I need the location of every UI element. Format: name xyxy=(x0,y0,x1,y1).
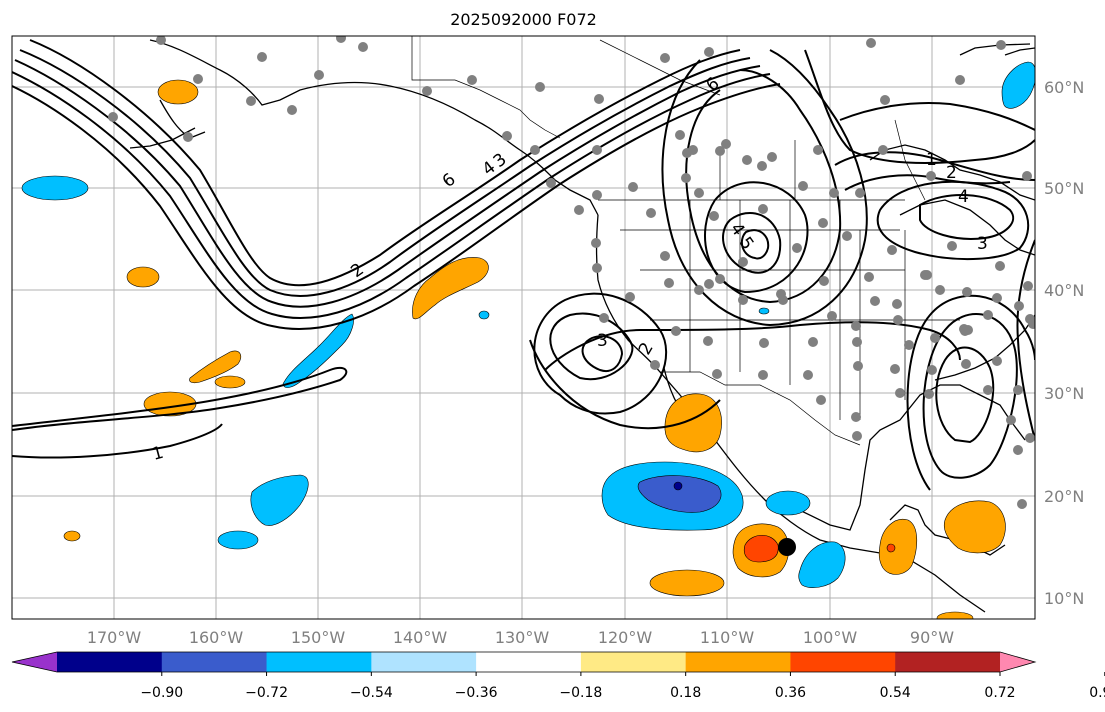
borders xyxy=(411,36,960,446)
contour-lines xyxy=(12,39,1035,491)
contour-label: 3 xyxy=(597,331,608,351)
lat-tick-label: 50°N xyxy=(1044,179,1084,198)
station-markers xyxy=(108,36,1035,509)
lon-tick-label: 130°W xyxy=(495,628,550,647)
colorbar-segment xyxy=(476,652,582,672)
map-layer: 6 4 3 2 1 6 5 4 3 2 1 2 4 3 xyxy=(12,36,1035,619)
lat-tick-label: 60°N xyxy=(1044,78,1084,97)
colorbar-outline xyxy=(11,651,1037,673)
colorbar-segment xyxy=(161,652,268,672)
anomaly-fills xyxy=(21,61,1035,619)
lat-tick-label: 20°N xyxy=(1044,487,1084,506)
colorbar-tick-label: 0.18 xyxy=(670,685,701,701)
map-frame xyxy=(11,35,1036,620)
contour-label: 1 xyxy=(926,150,937,170)
lat-tick-label: 30°N xyxy=(1044,384,1084,403)
colorbar-tick-label: −0.18 xyxy=(559,685,602,701)
contour-label: 3 xyxy=(977,234,988,254)
storm-marker xyxy=(778,538,796,556)
colorbar-tick-label: −0.36 xyxy=(455,685,498,701)
colorbar-segment xyxy=(685,652,791,672)
longitude-axis: 170°W 160°W 150°W 140°W 130°W 120°W 110°… xyxy=(87,628,954,647)
colorbar-segment xyxy=(266,652,372,672)
colorbar-segment xyxy=(895,652,1001,672)
colorbar-tick-label: −0.54 xyxy=(350,685,393,701)
contour-label: 1 xyxy=(150,443,166,465)
contour-label: 4 xyxy=(958,187,969,207)
lon-tick-label: 170°W xyxy=(87,628,142,647)
colorbar-tick-label: −0.72 xyxy=(245,685,288,701)
colorbar-tick-label: −0.90 xyxy=(140,685,183,701)
lon-tick-label: 150°W xyxy=(291,628,346,647)
colorbar-segment xyxy=(580,652,687,672)
lat-tick-label: 10°N xyxy=(1044,589,1084,608)
lon-tick-label: 160°W xyxy=(189,628,244,647)
colorbar-tick-label: 0.54 xyxy=(880,685,911,701)
lon-tick-label: 110°W xyxy=(700,628,755,647)
lon-tick-label: 120°W xyxy=(598,628,653,647)
contour-label: 2 xyxy=(946,163,957,183)
plot-title: 2025092000 F072 xyxy=(450,10,597,29)
colorbar-segment xyxy=(790,652,896,672)
colorbar-tick-label: 0.90 xyxy=(1089,685,1105,701)
latitude-axis: 60°N 50°N 40°N 30°N 20°N 10°N xyxy=(1044,78,1084,608)
colorbar: −0.90 −0.72 −0.54 −0.36 −0.18 0.18 0.36 0.54 0.7… xyxy=(11,651,1105,701)
colorbar-segment xyxy=(57,652,163,672)
lon-tick-label: 90°W xyxy=(910,628,954,647)
colorbar-extend-low xyxy=(12,652,57,672)
colorbar-tick-label: 0.72 xyxy=(984,685,1015,701)
colorbar-extend-high xyxy=(1000,652,1035,672)
colorbar-segment xyxy=(371,652,477,672)
lon-tick-label: 140°W xyxy=(393,628,448,647)
colorbar-tick-label: 0.36 xyxy=(775,685,806,701)
lon-tick-label: 100°W xyxy=(803,628,858,647)
lat-tick-label: 40°N xyxy=(1044,281,1084,300)
map-background xyxy=(12,36,1035,619)
